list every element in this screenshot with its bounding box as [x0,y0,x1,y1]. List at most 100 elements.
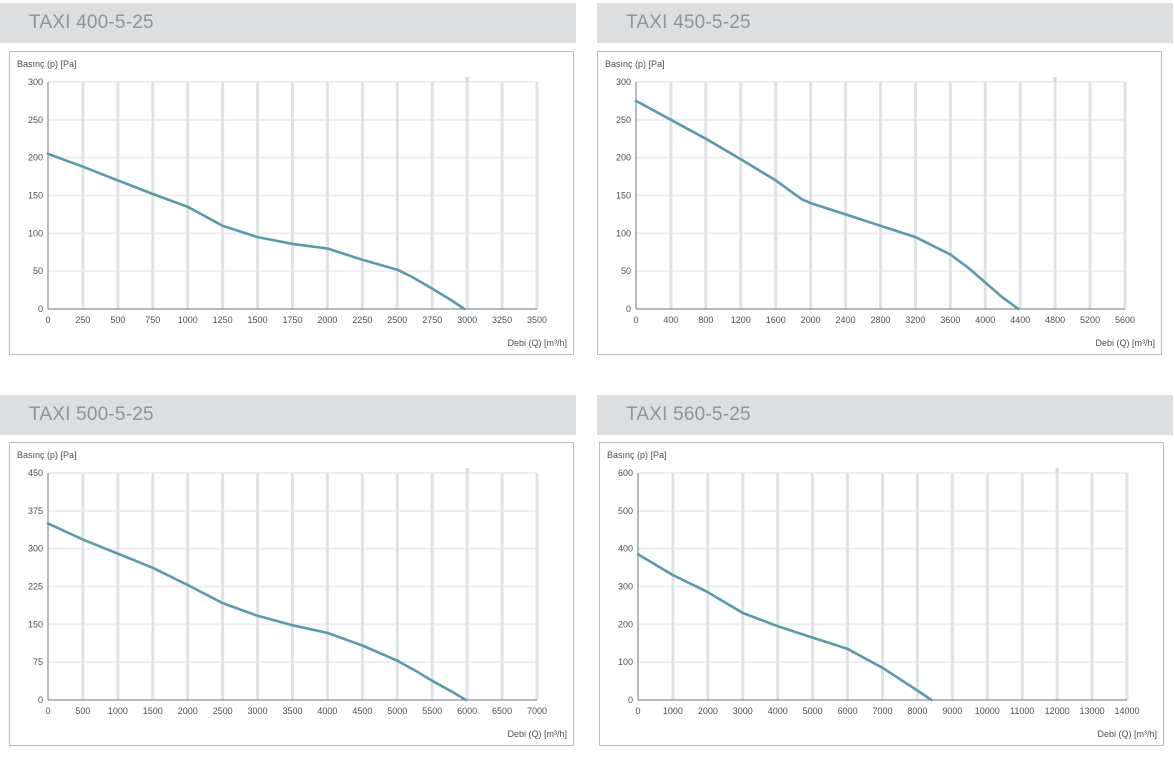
y-tick-label: 0 [628,695,633,705]
chart-title-bar: TAXI 400-5-25 [0,3,576,43]
y-tick-label: 100 [616,228,631,238]
series-line [46,522,468,702]
x-tick-label: 3500 [527,315,547,325]
x-tick-label: 250 [75,315,90,325]
x-tick-label: 5000 [803,706,823,716]
x-tick-label: 5000 [387,706,407,716]
x-tick-label: 13000 [1080,706,1105,716]
x-tick-label: 11000 [1010,706,1034,716]
x-tick-label: 7000 [527,706,547,716]
x-tick-label: 2800 [870,315,890,325]
performance-chart: 0 75 150 225 300 375 450 0 500 1000 1500 2000 2500 30… [28,468,547,716]
y-tick-label: 150 [28,191,43,201]
x-tick-label: 1500 [143,706,163,716]
x-tick-label: 500 [75,706,90,716]
x-tick-label: 1500 [248,315,268,325]
y-axis-label: Basınç (p) [Pa] [17,59,77,69]
x-tick-label: 0 [45,315,50,325]
y-tick-label: 300 [616,77,631,87]
y-tick-label: 100 [28,228,43,238]
x-tick-label: 1250 [213,315,233,325]
x-tick-label: 3000 [733,706,753,716]
x-tick-label: 2250 [352,315,372,325]
y-tick-label: 225 [28,582,43,592]
y-tick-label: 0 [38,695,43,705]
y-tick-label: 300 [28,77,43,87]
x-tick-label: 2000 [317,315,337,325]
chart-title: TAXI 400-5-25 [29,12,154,33]
chart-title: TAXI 500-5-25 [29,404,154,425]
x-tick-label: 10000 [975,706,1000,716]
x-tick-label: 8000 [907,706,927,716]
series-line [636,553,933,702]
y-tick-label: 375 [28,506,43,516]
x-tick-label: 0 [635,706,640,716]
y-tick-label: 0 [626,304,631,314]
x-tick-label: 3250 [492,315,512,325]
x-tick-label: 2000 [178,706,198,716]
x-tick-label: 0 [633,315,638,325]
y-axis-label: Basınç (p) [Pa] [607,450,667,460]
chart-frame: 0 75 150 225 300 375 450 0 500 1000 1500 2000 2500 30… [9,442,574,746]
x-tick-label: 2000 [698,706,718,716]
x-tick-label: 2500 [213,706,233,716]
x-tick-label: 3000 [248,706,268,716]
x-tick-label: 3000 [457,315,477,325]
x-axis-label: Debi (Q) [m³/h] [507,729,567,739]
x-tick-label: 4000 [975,315,995,325]
x-tick-label: 800 [698,315,713,325]
x-tick-label: 2000 [801,315,821,325]
x-tick-label: 500 [110,315,125,325]
y-tick-label: 200 [28,153,43,163]
chart-frame: 0 50 100 150 200 250 300 0 400 800 1200 1600 2000 240… [597,51,1162,355]
x-tick-label: 6500 [492,706,512,716]
x-axis-label: Debi (Q) [m³/h] [1095,338,1155,348]
y-tick-label: 150 [616,191,631,201]
x-tick-label: 1000 [108,706,128,716]
x-tick-label: 4400 [1010,315,1030,325]
series-line [634,99,1020,311]
x-tick-label: 750 [145,315,160,325]
chart-frame: 0 100 200 300 400 500 600 0 1000 2000 3000 4000 5000… [599,442,1164,746]
x-tick-label: 7000 [872,706,892,716]
x-tick-label: 1000 [663,706,683,716]
x-tick-label: 3500 [282,706,302,716]
y-tick-label: 300 [28,544,43,554]
chart-title: TAXI 450-5-25 [626,12,751,33]
x-tick-label: 3200 [905,315,925,325]
x-tick-label: 3600 [940,315,960,325]
x-tick-label: 5200 [1080,315,1100,325]
x-axis-label: Debi (Q) [m³/h] [507,338,567,348]
y-axis-label: Basınç (p) [Pa] [17,450,77,460]
y-tick-label: 200 [618,619,633,629]
x-tick-label: 1000 [178,315,198,325]
x-tick-label: 400 [663,315,678,325]
series-line [46,152,466,311]
x-tick-label: 14000 [1114,706,1139,716]
y-tick-label: 50 [621,266,631,276]
x-tick-label: 1600 [766,315,786,325]
y-tick-label: 150 [28,619,43,629]
y-tick-label: 75 [33,657,43,667]
y-tick-label: 250 [616,115,631,125]
y-tick-label: 600 [618,468,633,478]
x-tick-label: 0 [45,706,50,716]
x-tick-label: 1750 [282,315,302,325]
chart-title-bar: TAXI 500-5-25 [0,395,576,435]
x-tick-label: 5600 [1115,315,1135,325]
y-tick-label: 250 [28,115,43,125]
x-tick-label: 2750 [422,315,442,325]
chart-title-bar: TAXI 560-5-25 [597,395,1173,435]
x-tick-label: 9000 [942,706,962,716]
x-axis-label: Debi (Q) [m³/h] [1097,729,1157,739]
x-tick-label: 2500 [387,315,407,325]
x-tick-label: 6000 [838,706,858,716]
x-tick-label: 2400 [836,315,856,325]
chart-title-bar: TAXI 450-5-25 [597,3,1173,43]
x-tick-label: 12000 [1045,706,1070,716]
x-tick-label: 1200 [731,315,751,325]
y-tick-label: 450 [28,468,43,478]
y-tick-label: 100 [618,657,633,667]
